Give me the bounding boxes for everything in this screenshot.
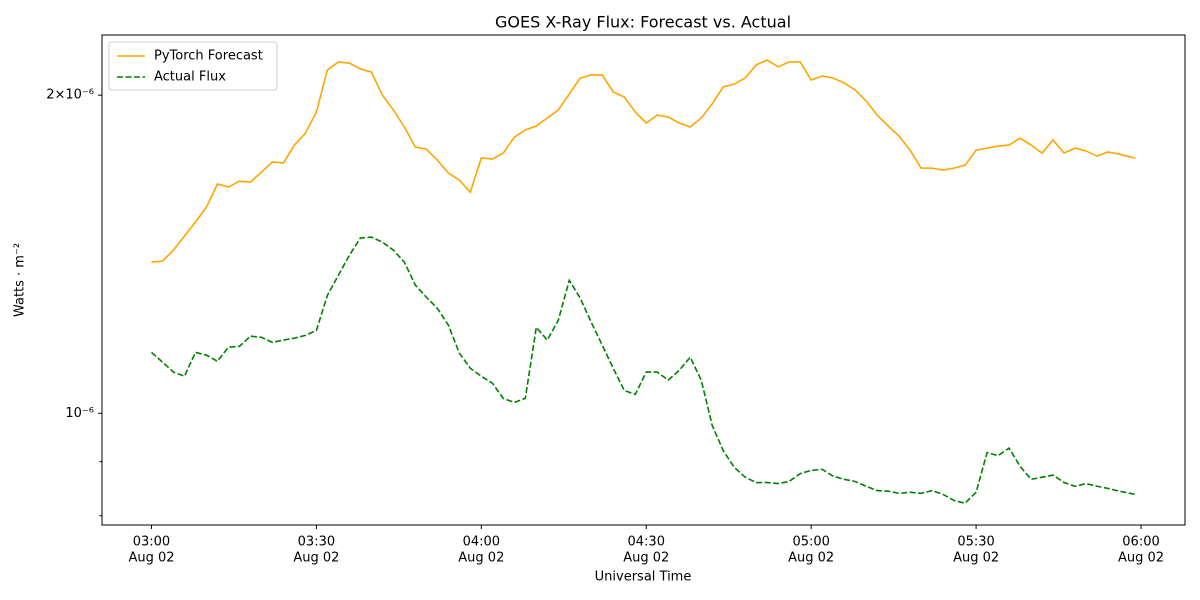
- x-tick-label: Aug 02: [128, 551, 174, 566]
- x-tick-label: Aug 02: [953, 551, 999, 566]
- x-tick-label: Aug 02: [1118, 551, 1164, 566]
- legend: PyTorch Forecast Actual Flux: [108, 41, 278, 91]
- x-tick-label: 05:30: [957, 535, 994, 550]
- x-tick-label: Aug 02: [458, 551, 504, 566]
- series-line: [151, 59, 1136, 263]
- x-tick-label: 03:00: [133, 535, 170, 550]
- plot-frame: [101, 34, 1186, 526]
- series-line: [150, 236, 1136, 505]
- x-tick-label: 04:00: [463, 535, 500, 550]
- y-tick-label: 2×10⁻⁶: [46, 88, 94, 103]
- x-tick-label: Aug 02: [788, 551, 834, 566]
- x-axis-label: Universal Time: [595, 570, 692, 585]
- legend-box: [108, 41, 278, 91]
- y-tick-label: 10⁻⁶: [65, 406, 94, 421]
- legend-label: Actual Flux: [154, 70, 226, 85]
- x-tick-label: Aug 02: [293, 551, 339, 566]
- x-tick-label: 05:00: [792, 535, 829, 550]
- x-tick-label: 04:30: [628, 535, 665, 550]
- x-tick-label: Aug 02: [623, 551, 669, 566]
- y-axis-label: Watts · m⁻²: [13, 243, 28, 317]
- x-tick-label: 06:00: [1122, 535, 1159, 550]
- chart-title: GOES X-Ray Flux: Forecast vs. Actual: [495, 13, 791, 32]
- legend-label: PyTorch Forecast: [154, 49, 263, 64]
- x-tick-label: 03:30: [298, 535, 335, 550]
